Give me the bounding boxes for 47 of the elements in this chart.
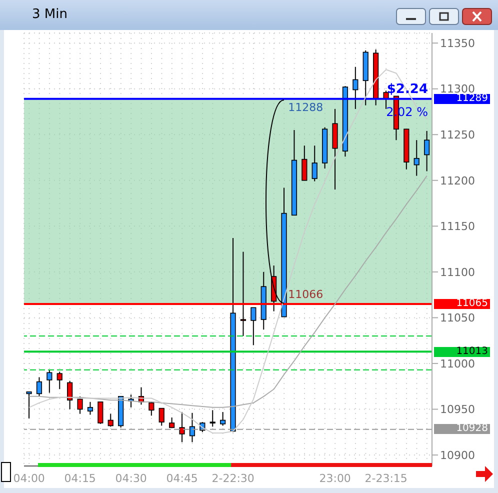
candlestick bbox=[312, 145, 318, 182]
ref-line-label: 10928 bbox=[434, 423, 490, 434]
candlestick bbox=[169, 416, 175, 428]
candlestick bbox=[158, 408, 164, 426]
candlestick bbox=[36, 376, 42, 397]
candlestick bbox=[179, 411, 185, 443]
candlestick bbox=[56, 371, 62, 390]
y-tick-label: 11150 bbox=[440, 220, 475, 234]
annotation: 11288 bbox=[288, 100, 324, 114]
candlestick bbox=[240, 251, 246, 337]
annotation: 11066 bbox=[288, 288, 324, 302]
candlestick bbox=[108, 413, 114, 428]
y-tick-label: 11250 bbox=[440, 128, 475, 142]
x-tick-label: 04:15 bbox=[64, 472, 96, 485]
candlestick bbox=[220, 411, 226, 426]
y-tick-label: 11100 bbox=[440, 266, 475, 279]
y-tick-label: 11350 bbox=[440, 36, 475, 50]
x-tick-label: 23:00 bbox=[319, 472, 351, 485]
x-tick-label: 04:00 bbox=[13, 472, 45, 485]
candlestick bbox=[189, 412, 196, 443]
candlestick bbox=[98, 401, 104, 424]
x-tick-label: 2-22:30 bbox=[212, 472, 254, 485]
y-tick-label: 11000 bbox=[440, 357, 475, 370]
candlestick bbox=[250, 307, 256, 346]
candlestick bbox=[352, 66, 358, 110]
ref-line-label: 11013 bbox=[434, 346, 490, 357]
y-tick-label: 10900 bbox=[440, 448, 475, 462]
y-tick-label: 11050 bbox=[440, 312, 475, 325]
candlestick bbox=[302, 145, 308, 181]
candlestick bbox=[46, 369, 52, 394]
candlestick bbox=[148, 401, 154, 416]
candlestick bbox=[77, 396, 83, 414]
candlestick bbox=[87, 401, 94, 416]
chart-title: 3 Min bbox=[32, 7, 68, 22]
candlestick bbox=[67, 380, 73, 410]
x-tick-label: 04:45 bbox=[166, 472, 198, 485]
y-tick-label: 10950 bbox=[440, 403, 475, 416]
x-tick-label: 2-23:15 bbox=[364, 472, 408, 485]
annotation: $2.24 bbox=[386, 82, 428, 97]
ref-line-label: 11065 bbox=[434, 298, 490, 309]
x-tick-label: 04:30 bbox=[115, 472, 147, 485]
candlestick bbox=[26, 391, 32, 419]
candlestick bbox=[414, 140, 420, 176]
ref-line-label: 11289 bbox=[434, 92, 490, 104]
candlestick bbox=[424, 130, 430, 172]
y-tick-label: 11200 bbox=[440, 174, 475, 188]
candlestick bbox=[210, 410, 216, 428]
